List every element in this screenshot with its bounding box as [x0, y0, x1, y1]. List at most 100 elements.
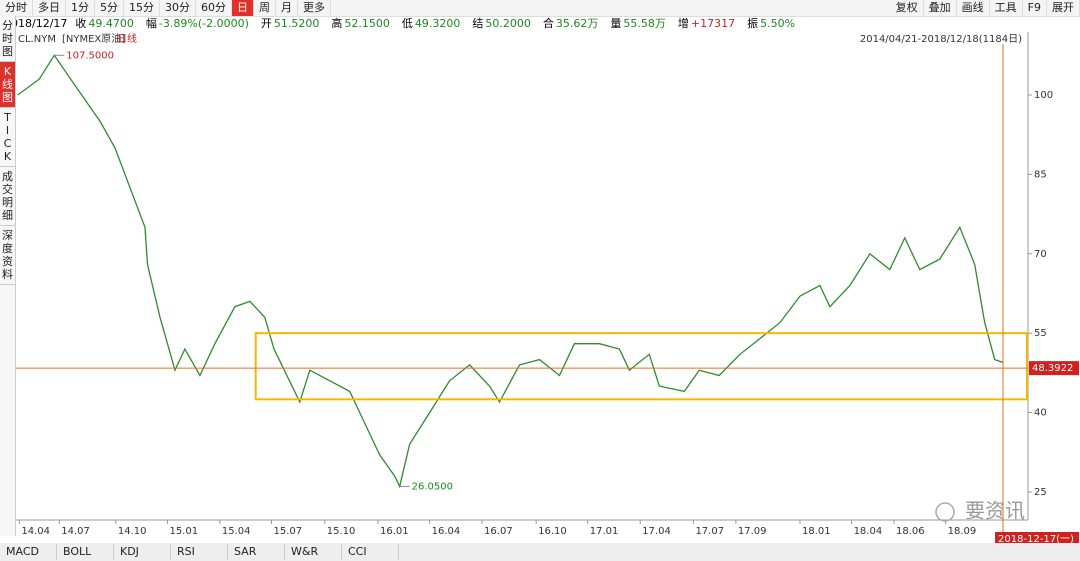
toolbar-button[interactable]: 5分 — [95, 0, 124, 16]
quote-item: 2018/12/17 — [4, 17, 69, 30]
x-tick-label: 14.04 — [21, 526, 50, 537]
side-tab[interactable]: 成交明细 — [0, 167, 15, 226]
quote-value: 55.58万 — [623, 17, 666, 30]
quote-value: -3.89%(-2.0000) — [158, 17, 249, 30]
toolbar-button[interactable]: 日 — [232, 0, 254, 16]
x-tick-label: 18.04 — [854, 526, 883, 537]
y-tick-label: 25 — [1034, 487, 1047, 498]
x-tick-label: 15.10 — [327, 526, 356, 537]
indicator-tab[interactable]: W&R — [285, 544, 342, 560]
highlight-box — [254, 332, 1028, 401]
toolbar-button[interactable]: 复权 — [891, 0, 924, 16]
quote-item: 高 52.1500 — [331, 17, 396, 30]
x-tick-label: 18.09 — [948, 526, 977, 537]
extreme-label: 26.0500 — [412, 481, 453, 492]
quote-label: 幅 — [145, 17, 157, 30]
quote-label: 量 — [610, 17, 622, 30]
quote-label: 增 — [677, 17, 689, 30]
indicator-tab[interactable]: CCI — [342, 544, 399, 560]
quote-label: 低 — [401, 17, 413, 30]
toolbar-button[interactable]: 叠加 — [924, 0, 957, 16]
toolbar-button[interactable]: F9 — [1023, 0, 1047, 16]
x-tick-label: 16.10 — [538, 526, 567, 537]
quote-value: 35.62万 — [555, 17, 599, 30]
current-price-label: 48.3922 — [1032, 363, 1073, 374]
indicator-tab[interactable]: MACD — [0, 544, 57, 560]
quote-item: 幅 -3.89%(-2.0000) — [146, 17, 255, 30]
symbol: CL.NYM — [18, 34, 56, 45]
cursor-tag — [995, 532, 1080, 546]
x-tick-label: 17.07 — [695, 526, 724, 537]
quote-item: 合 35.62万 — [543, 17, 605, 30]
x-tick-label: 16.04 — [432, 526, 461, 537]
indicator-tab[interactable]: SAR — [228, 544, 285, 560]
quote-value: 5.50% — [760, 17, 796, 30]
toolbar-button[interactable]: 30分 — [160, 0, 196, 16]
x-tick-label: 15.04 — [222, 526, 251, 537]
quote-item: 结 50.2000 — [472, 17, 537, 30]
quote-value: +17317 — [690, 17, 736, 30]
toolbar-button[interactable]: 60分 — [196, 0, 232, 16]
y-tick-label: 100 — [1034, 90, 1053, 101]
quote-info: 2018/12/17 收 49.4700 幅 -3.89%(-2.0000) 开 51.52… — [0, 16, 807, 32]
x-tick-label: 18.06 — [896, 526, 925, 537]
x-tick-label: 16.07 — [484, 526, 513, 537]
quote-value: 51.5200 — [273, 17, 320, 30]
x-tick-label: 15.01 — [169, 526, 198, 537]
quote-label: 开 — [260, 17, 272, 30]
y-tick-label: 70 — [1034, 249, 1047, 260]
y-tick-label: 40 — [1034, 408, 1047, 419]
watermark-icon — [935, 502, 955, 522]
toolbar-button[interactable]: 月 — [276, 0, 298, 16]
quote-value: 49.3200 — [414, 17, 461, 30]
toolbar-button[interactable]: 工具 — [990, 0, 1023, 16]
indicator-tab[interactable]: KDJ — [114, 544, 171, 560]
x-tick-label: 18.01 — [802, 526, 831, 537]
quote-value: 49.4700 — [88, 17, 134, 30]
quote-item: 振 5.50% — [747, 17, 801, 30]
period: 日线 — [117, 32, 137, 45]
quote-label: 收 — [75, 17, 87, 30]
x-tick-label: 17.01 — [590, 526, 619, 537]
toolbar-button[interactable]: 周 — [254, 0, 276, 16]
quote-label: 高 — [331, 17, 343, 30]
indicator-tabs: MACD BOLL KDJ RSI SAR W&R CCI — [0, 543, 1080, 561]
quote-item: 收 49.4700 — [75, 17, 140, 30]
toolbar-button[interactable]: 多日 — [33, 0, 66, 16]
toolbar-button[interactable]: 1分 — [66, 0, 95, 16]
toolbar-button[interactable]: 15分 — [124, 0, 160, 16]
extreme-label: 107.5000 — [66, 50, 114, 61]
quote-label: 2018/12/17 — [4, 17, 68, 30]
x-tick-label: 14.07 — [61, 526, 90, 537]
quote-item: 量 55.58万 — [610, 17, 672, 30]
cursor-label: 2018-12-17(一) — [998, 534, 1074, 545]
quote-label: 振 — [747, 17, 759, 30]
x-tick-label: 17.04 — [642, 526, 671, 537]
quote-item: 低 49.3200 — [402, 17, 467, 30]
indicator-tab[interactable]: RSI — [171, 544, 228, 560]
side-tab[interactable]: 深度资料 — [0, 226, 15, 285]
side-tab[interactable]: 分时图 — [0, 16, 15, 62]
y-tick-label: 85 — [1034, 169, 1047, 180]
quote-value: 50.2000 — [485, 17, 531, 30]
x-tick-label: 17.09 — [738, 526, 767, 537]
quote-label: 结 — [472, 17, 484, 30]
toolbar-button[interactable]: 画线 — [957, 0, 990, 16]
toolbar-button[interactable]: 更多 — [298, 0, 331, 16]
price-tag — [1029, 361, 1079, 376]
quote-label: 合 — [542, 17, 554, 30]
toolbar: 分时 多日 1分 5分 15分 30分 60分日周月更多 复权 叠加 画线 工具 F9 展开 — [0, 0, 1080, 17]
price-line — [17, 54, 1004, 489]
x-tick-label: 14.10 — [118, 526, 147, 537]
x-tick-label: 15.07 — [273, 526, 302, 537]
y-tick-label: 55 — [1034, 328, 1047, 339]
indicator-tab[interactable]: BOLL — [57, 544, 114, 560]
x-tick-label: 16.01 — [380, 526, 409, 537]
toolbar-button[interactable]: 分时 — [0, 0, 33, 16]
quote-item: 开 51.5200 — [261, 17, 326, 30]
